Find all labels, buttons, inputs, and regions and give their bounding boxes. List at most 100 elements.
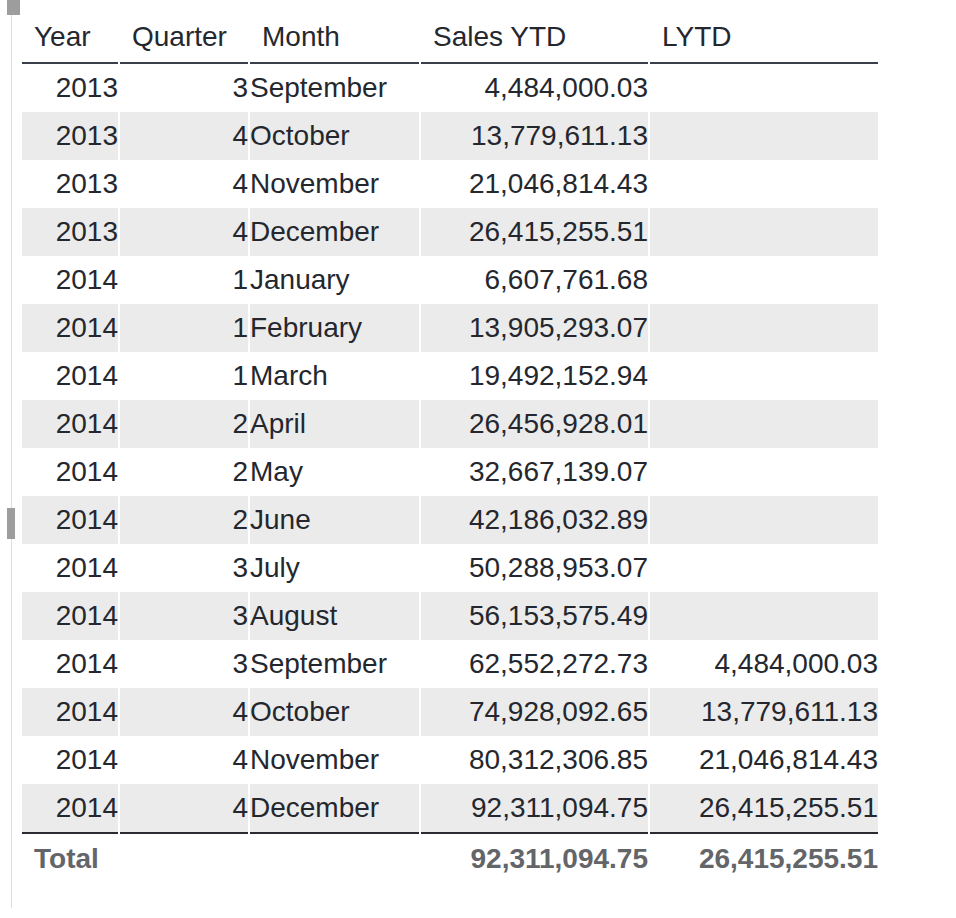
cell-year[interactable]: 2014 <box>22 496 118 544</box>
cell-quarter[interactable]: 4 <box>120 208 248 256</box>
cell-quarter[interactable]: 1 <box>120 256 248 304</box>
cell-month[interactable]: August <box>250 592 419 640</box>
cell-lytd[interactable] <box>650 160 878 208</box>
table-row: 20143August56,153,575.49 <box>22 592 878 640</box>
cell-lytd[interactable] <box>650 112 878 160</box>
cell-quarter[interactable]: 2 <box>120 400 248 448</box>
cell-month[interactable]: February <box>250 304 419 352</box>
cell-month[interactable]: April <box>250 400 419 448</box>
cell-quarter[interactable]: 3 <box>120 64 248 112</box>
total-quarter <box>120 832 248 884</box>
cell-sales-ytd[interactable]: 13,905,293.07 <box>421 304 648 352</box>
cell-quarter[interactable]: 2 <box>120 448 248 496</box>
cell-month[interactable]: September <box>250 640 419 688</box>
cell-sales-ytd[interactable]: 21,046,814.43 <box>421 160 648 208</box>
cell-sales-ytd[interactable]: 4,484,000.03 <box>421 64 648 112</box>
cell-year[interactable]: 2014 <box>22 592 118 640</box>
column-header-quarter[interactable]: Quarter <box>120 12 248 64</box>
cell-quarter[interactable]: 4 <box>120 160 248 208</box>
cell-lytd[interactable] <box>650 592 878 640</box>
cell-year[interactable]: 2014 <box>22 448 118 496</box>
cell-month[interactable]: December <box>250 208 419 256</box>
header-row: YearQuarterMonthSales YTDLYTD <box>22 12 878 64</box>
column-header-month[interactable]: Month <box>250 12 419 64</box>
cell-lytd[interactable] <box>650 352 878 400</box>
cell-year[interactable]: 2014 <box>22 736 118 784</box>
cell-quarter[interactable]: 3 <box>120 592 248 640</box>
cell-year[interactable]: 2014 <box>22 640 118 688</box>
cell-year[interactable]: 2014 <box>22 400 118 448</box>
table-row: 20144November80,312,306.8521,046,814.43 <box>22 736 878 784</box>
cell-year[interactable]: 2014 <box>22 688 118 736</box>
cell-month[interactable]: October <box>250 112 419 160</box>
table-visual: YearQuarterMonthSales YTDLYTD 20133Septe… <box>20 12 880 884</box>
data-table: YearQuarterMonthSales YTDLYTD 20133Septe… <box>20 12 880 884</box>
total-row: Total92,311,094.7526,415,255.51 <box>22 832 878 884</box>
column-header-year[interactable]: Year <box>22 12 118 64</box>
table-row: 20142June42,186,032.89 <box>22 496 878 544</box>
cell-lytd[interactable]: 13,779,611.13 <box>650 688 878 736</box>
cell-sales-ytd[interactable]: 26,415,255.51 <box>421 208 648 256</box>
cell-sales-ytd[interactable]: 26,456,928.01 <box>421 400 648 448</box>
cell-month[interactable]: July <box>250 544 419 592</box>
cell-month[interactable]: September <box>250 64 419 112</box>
cell-month[interactable]: May <box>250 448 419 496</box>
cell-sales-ytd[interactable]: 74,928,092.65 <box>421 688 648 736</box>
cell-sales-ytd[interactable]: 50,288,953.07 <box>421 544 648 592</box>
cell-quarter[interactable]: 4 <box>120 112 248 160</box>
cell-sales-ytd[interactable]: 6,607,761.68 <box>421 256 648 304</box>
cell-sales-ytd[interactable]: 56,153,575.49 <box>421 592 648 640</box>
cell-month[interactable]: January <box>250 256 419 304</box>
cell-year[interactable]: 2013 <box>22 208 118 256</box>
cell-sales-ytd[interactable]: 19,492,152.94 <box>421 352 648 400</box>
cell-quarter[interactable]: 4 <box>120 736 248 784</box>
cell-month[interactable]: December <box>250 784 419 832</box>
cell-sales-ytd[interactable]: 80,312,306.85 <box>421 736 648 784</box>
cell-year[interactable]: 2014 <box>22 544 118 592</box>
cell-year[interactable]: 2014 <box>22 352 118 400</box>
cell-quarter[interactable]: 4 <box>120 784 248 832</box>
cell-lytd[interactable]: 26,415,255.51 <box>650 784 878 832</box>
cell-year[interactable]: 2014 <box>22 304 118 352</box>
cell-sales-ytd[interactable]: 13,779,611.13 <box>421 112 648 160</box>
cell-sales-ytd[interactable]: 32,667,139.07 <box>421 448 648 496</box>
cell-month[interactable]: November <box>250 160 419 208</box>
cell-lytd[interactable] <box>650 304 878 352</box>
cell-lytd[interactable] <box>650 496 878 544</box>
cell-lytd[interactable] <box>650 256 878 304</box>
column-header-sales-ytd[interactable]: Sales YTD <box>421 12 648 64</box>
cell-quarter[interactable]: 2 <box>120 496 248 544</box>
cell-lytd[interactable]: 4,484,000.03 <box>650 640 878 688</box>
cell-quarter[interactable]: 3 <box>120 640 248 688</box>
cell-year[interactable]: 2013 <box>22 112 118 160</box>
column-header-lytd[interactable]: LYTD <box>650 12 878 64</box>
cell-lytd[interactable] <box>650 400 878 448</box>
visual-left-resize-handle[interactable] <box>7 508 15 539</box>
table-row: 20141January6,607,761.68 <box>22 256 878 304</box>
cell-year[interactable]: 2013 <box>22 64 118 112</box>
visual-corner-resize-handle[interactable] <box>7 0 20 15</box>
total-sales-ytd: 92,311,094.75 <box>421 832 648 884</box>
table-row: 20144December92,311,094.7526,415,255.51 <box>22 784 878 832</box>
cell-quarter[interactable]: 3 <box>120 544 248 592</box>
cell-quarter[interactable]: 1 <box>120 352 248 400</box>
table-row: 20143September62,552,272.734,484,000.03 <box>22 640 878 688</box>
cell-quarter[interactable]: 1 <box>120 304 248 352</box>
cell-year[interactable]: 2013 <box>22 160 118 208</box>
table-row: 20141March19,492,152.94 <box>22 352 878 400</box>
cell-month[interactable]: June <box>250 496 419 544</box>
cell-sales-ytd[interactable]: 42,186,032.89 <box>421 496 648 544</box>
cell-lytd[interactable] <box>650 448 878 496</box>
cell-year[interactable]: 2014 <box>22 256 118 304</box>
cell-month[interactable]: November <box>250 736 419 784</box>
cell-lytd[interactable] <box>650 208 878 256</box>
cell-lytd[interactable]: 21,046,814.43 <box>650 736 878 784</box>
cell-month[interactable]: October <box>250 688 419 736</box>
cell-month[interactable]: March <box>250 352 419 400</box>
cell-year[interactable]: 2014 <box>22 784 118 832</box>
cell-sales-ytd[interactable]: 92,311,094.75 <box>421 784 648 832</box>
cell-lytd[interactable] <box>650 544 878 592</box>
cell-quarter[interactable]: 4 <box>120 688 248 736</box>
cell-sales-ytd[interactable]: 62,552,272.73 <box>421 640 648 688</box>
cell-lytd[interactable] <box>650 64 878 112</box>
